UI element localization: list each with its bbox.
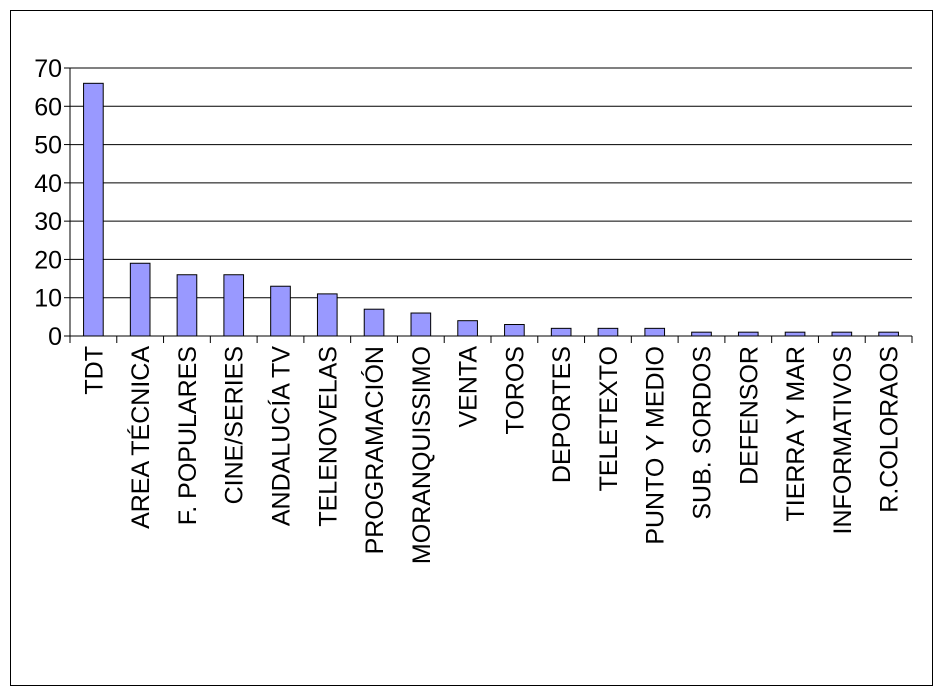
x-category-label: PROGRAMACIÓN [360,346,389,554]
x-category-labels: TDT AREA TÉCNICA F. POPULARES CINE/SERIES AN… [80,346,903,564]
axes [64,67,913,343]
x-category-label: ANDALUCÍA TV [267,346,296,526]
x-category-label: AREA TÉCNICA [126,346,155,529]
bar-0 [83,82,104,337]
x-category-label: PUNTO Y MEDIO [642,346,670,545]
bar-12 [644,327,666,337]
x-category-label: TELETEXTO [595,346,623,491]
bar-2 [176,274,198,337]
bars [83,82,899,337]
x-category-label: DEFENSOR [735,346,763,485]
y-tick-labels: 0 10 20 30 40 50 60 70 [34,55,62,351]
bar-6 [363,308,385,337]
bar-11 [597,327,619,337]
x-category-label: SUB. SORDOS [689,346,717,520]
bar-4 [270,285,291,337]
bar-9 [504,324,525,337]
y-tick-label: 10 [34,285,62,313]
x-category-label: VENTA [455,346,483,428]
x-category-label: TELENOVELAS [314,346,342,527]
bar-16 [831,331,853,337]
bar-7 [410,312,432,337]
bar-10 [550,327,572,337]
bar-5 [316,293,338,337]
bar-13 [691,331,712,337]
x-category-label: R.COLORAOS [876,346,904,513]
y-tick-label: 50 [34,132,62,160]
bar-8 [457,320,478,337]
x-category-label: TIERRA Y MAR [782,346,810,522]
x-category-label: CINE/SERIES [221,346,249,504]
gridlines [70,67,912,299]
bar-17 [878,331,899,337]
y-tick-label: 0 [48,323,62,351]
y-tick-label: 60 [34,93,62,121]
x-category-label: DEPORTES [548,346,576,483]
x-category-label: INFORMATIVOS [829,346,857,534]
chart-frame [10,10,933,686]
y-tick-label: 20 [34,246,62,274]
bar-3 [223,274,245,337]
bar-1 [129,262,151,337]
x-category-label: TOROS [501,346,529,434]
y-tick-label: 40 [34,170,62,198]
x-category-label: TDT [80,346,108,395]
y-tick-label: 30 [34,208,62,236]
bar-14 [737,331,759,337]
y-tick-label: 70 [34,55,62,83]
x-category-label: MORANQUISSIMO [408,346,436,564]
bar-15 [784,331,806,337]
x-category-label: F. POPULARES [174,346,202,525]
